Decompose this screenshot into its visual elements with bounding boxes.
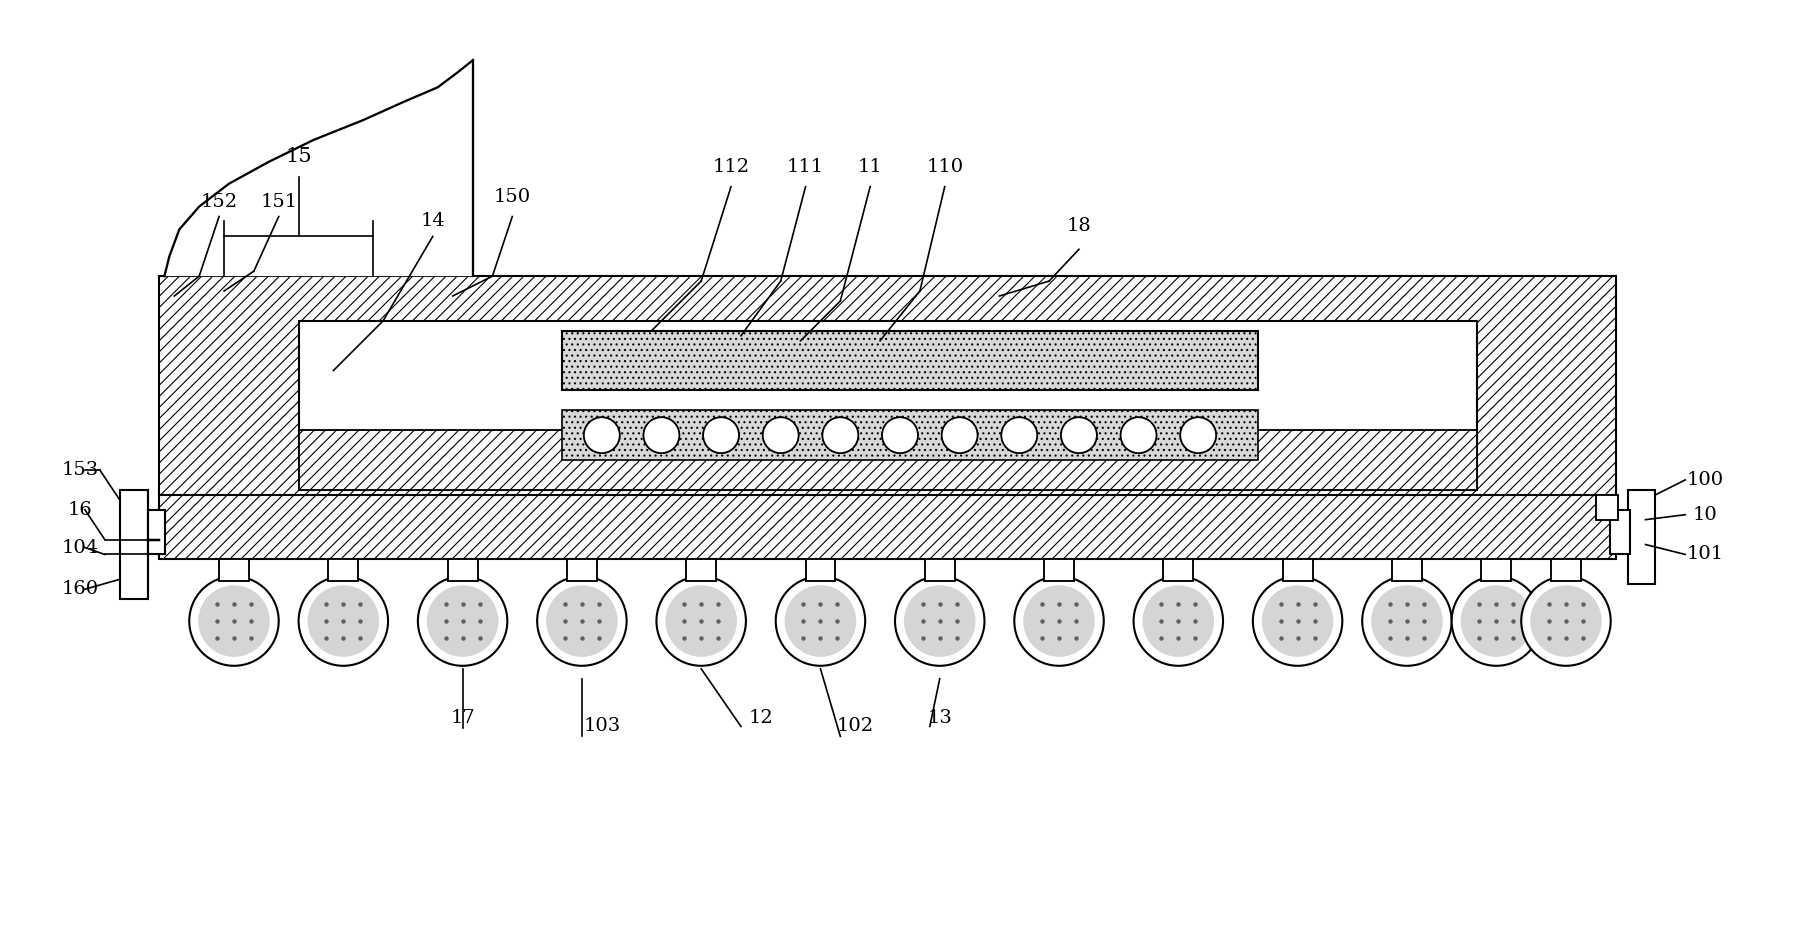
Bar [1482, 560, 1511, 581]
Text: 14: 14 [420, 212, 445, 231]
Circle shape [1121, 418, 1157, 453]
Circle shape [762, 418, 798, 453]
Circle shape [644, 418, 680, 453]
Circle shape [536, 577, 626, 666]
Circle shape [1001, 418, 1037, 453]
Text: 104: 104 [61, 538, 99, 556]
Bar [687, 560, 716, 581]
Circle shape [1371, 585, 1442, 657]
Bar [328, 560, 359, 581]
Circle shape [1252, 577, 1342, 666]
Circle shape [1014, 577, 1103, 666]
Circle shape [784, 585, 856, 657]
Circle shape [666, 585, 737, 657]
Circle shape [644, 418, 680, 453]
Circle shape [822, 418, 858, 453]
Circle shape [1521, 577, 1611, 666]
Bar [160, 490, 1616, 560]
Circle shape [1460, 585, 1532, 657]
Circle shape [904, 585, 976, 657]
Text: 11: 11 [858, 158, 883, 176]
Bar [298, 321, 1476, 490]
Bar [147, 510, 165, 554]
Bar [562, 410, 1258, 460]
Text: 160: 160 [61, 580, 99, 598]
Circle shape [197, 585, 269, 657]
Circle shape [1143, 585, 1215, 657]
Bar [160, 276, 1616, 495]
Bar [1044, 560, 1075, 581]
Circle shape [188, 577, 278, 666]
Circle shape [1060, 418, 1096, 453]
Bar [926, 560, 954, 581]
Text: 16: 16 [68, 500, 91, 519]
Circle shape [1261, 585, 1333, 657]
Circle shape [883, 418, 919, 453]
Text: 12: 12 [748, 710, 773, 727]
Circle shape [822, 418, 858, 453]
Circle shape [583, 418, 619, 453]
Circle shape [1134, 577, 1224, 666]
Bar [1283, 560, 1313, 581]
Circle shape [1180, 418, 1216, 453]
Bar [448, 560, 477, 581]
Text: 150: 150 [493, 188, 531, 206]
Circle shape [703, 418, 739, 453]
Circle shape [942, 418, 978, 453]
Bar [567, 560, 597, 581]
Bar [120, 490, 147, 599]
Bar [1627, 490, 1656, 584]
Circle shape [1060, 418, 1096, 453]
Circle shape [583, 418, 619, 453]
Circle shape [1001, 418, 1037, 453]
Bar [1163, 560, 1193, 581]
Text: 100: 100 [1686, 471, 1724, 489]
Bar [219, 560, 249, 581]
Bar [806, 560, 836, 581]
Bar [298, 431, 1476, 490]
Text: 153: 153 [61, 461, 99, 479]
Circle shape [418, 577, 508, 666]
Circle shape [307, 585, 379, 657]
Text: 17: 17 [450, 710, 475, 727]
Circle shape [298, 577, 388, 666]
Circle shape [1362, 577, 1451, 666]
Text: 152: 152 [201, 193, 237, 210]
Text: 111: 111 [788, 158, 823, 176]
Circle shape [762, 418, 798, 453]
Circle shape [883, 418, 919, 453]
Circle shape [942, 418, 978, 453]
Bar [1392, 560, 1423, 581]
Text: 112: 112 [712, 158, 750, 176]
Circle shape [1180, 418, 1216, 453]
Circle shape [1530, 585, 1602, 657]
Circle shape [427, 585, 499, 657]
Text: 13: 13 [927, 710, 953, 727]
Text: 15: 15 [285, 147, 312, 166]
Bar [1552, 560, 1581, 581]
Circle shape [775, 577, 865, 666]
Circle shape [545, 585, 617, 657]
Text: 103: 103 [583, 717, 621, 736]
Text: 151: 151 [260, 193, 298, 210]
Bar [1597, 495, 1618, 520]
Bar [1609, 510, 1629, 554]
Text: 18: 18 [1066, 218, 1091, 235]
Circle shape [895, 577, 985, 666]
Bar [562, 331, 1258, 391]
Circle shape [1121, 418, 1157, 453]
Circle shape [1451, 577, 1541, 666]
Text: 110: 110 [926, 158, 963, 176]
Text: 101: 101 [1686, 546, 1724, 564]
Circle shape [703, 418, 739, 453]
Text: 10: 10 [1694, 506, 1717, 524]
Text: 102: 102 [836, 717, 874, 736]
Circle shape [1023, 585, 1094, 657]
Circle shape [657, 577, 746, 666]
Polygon shape [165, 60, 472, 276]
